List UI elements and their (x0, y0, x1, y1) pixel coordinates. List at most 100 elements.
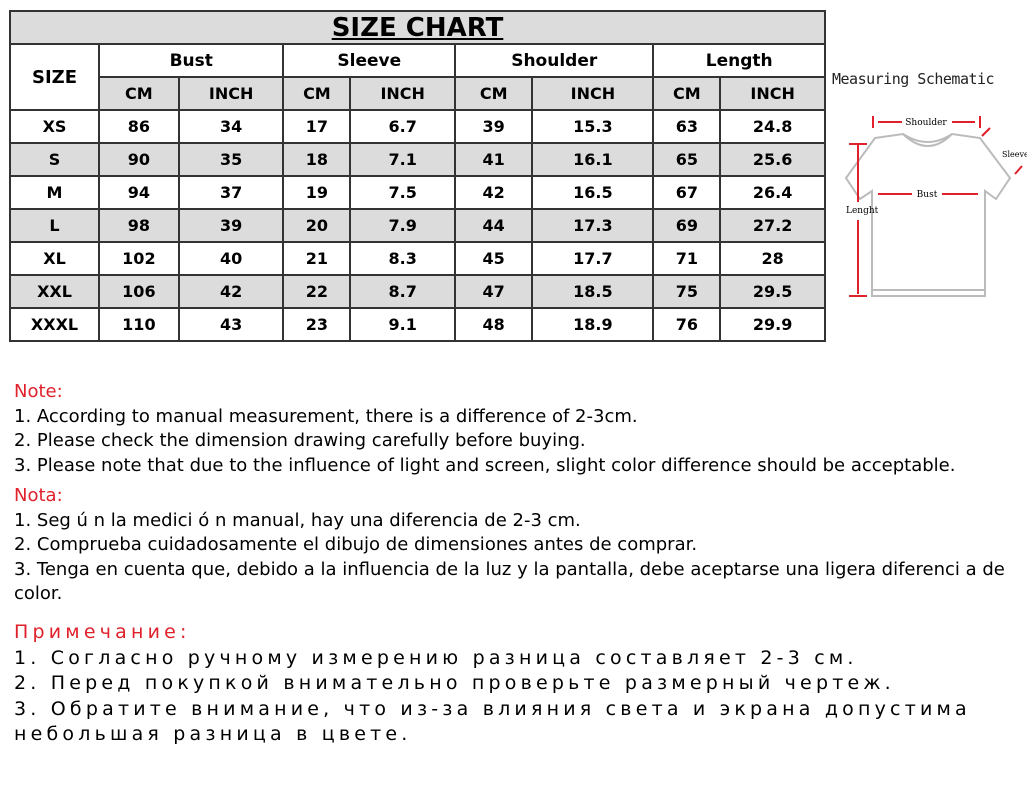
note-ru-2: 2. Перед покупкой внимательно проверьте … (14, 672, 895, 694)
size-cell: XS (9, 109, 100, 144)
note-heading-ru: Примечание: (14, 621, 191, 643)
size-chart-table: SIZE CHART SIZE Bust Sleeve Shoulder Len… (9, 10, 826, 342)
value-cell: 40 (177, 241, 285, 276)
length-label: Lenght (846, 206, 879, 216)
value-cell: 35 (177, 142, 285, 177)
size-cell: S (9, 142, 100, 177)
value-cell: 7.5 (349, 175, 457, 210)
value-cell: 18.9 (531, 307, 655, 342)
table-title: SIZE CHART (9, 10, 826, 45)
value-cell: 19 (282, 175, 352, 210)
value-cell: 86 (98, 109, 180, 144)
value-cell: 9.1 (349, 307, 457, 342)
note-heading-es: Nota: (14, 485, 63, 506)
value-cell: 41 (454, 142, 534, 177)
value-cell: 25.6 (719, 142, 826, 177)
table-row: XXL 106 42 22 8.7 47 18.5 75 29.5 (9, 274, 826, 309)
tshirt-diagram: Shoulder Bust Sleeve Lenght (844, 116, 1027, 297)
value-cell: 34 (177, 109, 285, 144)
schematic-title: Measuring Schematic (832, 70, 995, 88)
size-cell: L (9, 208, 100, 243)
notes-ru: Примечание: 1. Согласно ручному измерени… (14, 620, 1027, 748)
note-es-2: 2. Comprueba cuidadosamente el dibujo de… (14, 534, 698, 555)
table-row: XL 102 40 21 8.3 45 17.7 71 28 (9, 241, 826, 276)
shoulder-label: Shoulder (905, 118, 947, 128)
unit-header-inch: INCH (349, 76, 457, 111)
value-cell: 106 (98, 274, 180, 309)
value-cell: 17.3 (531, 208, 655, 243)
value-cell: 16.5 (531, 175, 655, 210)
group-bust: Bust (97, 43, 285, 78)
value-cell: 65 (652, 142, 722, 177)
value-cell: 94 (98, 175, 180, 210)
value-cell: 69 (652, 208, 722, 243)
value-cell: 75 (652, 274, 722, 309)
value-cell: 45 (454, 241, 534, 276)
unit-header-cm: CM (98, 76, 180, 111)
value-cell: 90 (98, 142, 180, 177)
measuring-schematic: Measuring Schematic Shoulder Bust Sleeve… (830, 66, 1027, 306)
size-header: SIZE (9, 43, 100, 111)
note-en-1: 1. According to manual measurement, ther… (14, 405, 638, 427)
table-row: L 98 39 20 7.9 44 17.3 69 27.2 (9, 208, 826, 243)
value-cell: 42 (454, 175, 534, 210)
value-cell: 8.7 (349, 274, 457, 309)
value-cell: 102 (98, 241, 180, 276)
value-cell: 23 (282, 307, 352, 342)
value-cell: 24.8 (719, 109, 826, 144)
value-cell: 44 (454, 208, 534, 243)
value-cell: 39 (177, 208, 285, 243)
value-cell: 47 (454, 274, 534, 309)
group-length: Length (652, 43, 826, 78)
value-cell: 26.4 (719, 175, 826, 210)
unit-header-inch: INCH (719, 76, 826, 111)
note-ru-1: 1. Согласно ручному измерению разница со… (14, 646, 858, 669)
value-cell: 18.5 (531, 274, 655, 309)
value-cell: 6.7 (349, 109, 457, 144)
table-row: M 94 37 19 7.5 42 16.5 67 26.4 (9, 175, 826, 210)
value-cell: 27.2 (719, 208, 826, 243)
value-cell: 15.3 (531, 109, 655, 144)
sleeve-label: Sleeve (1002, 150, 1027, 159)
value-cell: 8.3 (349, 241, 457, 276)
note-heading-en: Note: (14, 381, 63, 402)
value-cell: 43 (177, 307, 285, 342)
size-cell: XXL (9, 274, 100, 309)
value-cell: 42 (177, 274, 285, 309)
value-cell: 20 (282, 208, 352, 243)
value-cell: 18 (282, 142, 352, 177)
group-shoulder: Shoulder (454, 43, 655, 78)
size-cell: XXXL (9, 307, 100, 342)
table-row: XXXL 110 43 23 9.1 48 18.9 76 29.9 (9, 307, 826, 342)
note-es-3: 3. Tenga en cuenta que, debido a la infl… (14, 558, 1005, 605)
bust-label: Bust (917, 190, 938, 200)
value-cell: 7.1 (349, 142, 457, 177)
value-cell: 29.9 (719, 307, 826, 342)
value-cell: 17.7 (531, 241, 655, 276)
value-cell: 48 (454, 307, 534, 342)
value-cell: 21 (282, 241, 352, 276)
value-cell: 71 (652, 241, 722, 276)
value-cell: 7.9 (349, 208, 457, 243)
table-row: S 90 35 18 7.1 41 16.1 65 25.6 (9, 142, 826, 177)
table-row: XS 86 34 17 6.7 39 15.3 63 24.8 (9, 109, 826, 144)
value-cell: 110 (98, 307, 180, 342)
notes-section: Note: 1. According to manual measurement… (14, 380, 1027, 607)
value-cell: 22 (282, 274, 352, 309)
unit-header-cm: CM (454, 76, 534, 111)
value-cell: 98 (98, 208, 180, 243)
value-cell: 28 (719, 241, 826, 276)
unit-header-inch: INCH (177, 76, 285, 111)
value-cell: 17 (282, 109, 352, 144)
value-cell: 37 (177, 175, 285, 210)
note-en-3: 3. Please note that due to the influence… (14, 454, 956, 476)
size-cell: M (9, 175, 100, 210)
unit-header-cm: CM (652, 76, 722, 111)
size-cell: XL (9, 241, 100, 276)
note-en-2: 2. Please check the dimension drawing ca… (14, 430, 586, 451)
value-cell: 67 (652, 175, 722, 210)
value-cell: 63 (652, 109, 722, 144)
unit-header-inch: INCH (531, 76, 655, 111)
unit-header-cm: CM (282, 76, 352, 111)
value-cell: 39 (454, 109, 534, 144)
